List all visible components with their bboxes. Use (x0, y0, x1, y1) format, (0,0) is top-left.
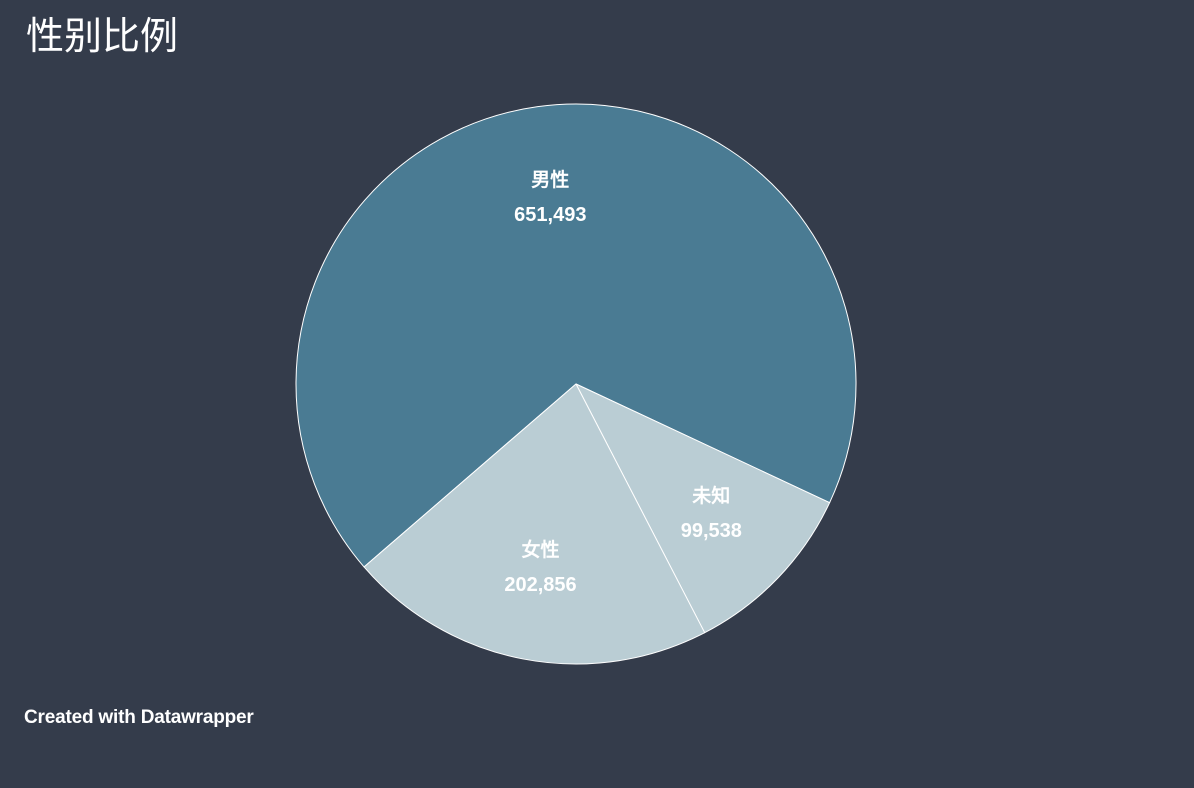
slice-label-unknown: 未知 (691, 484, 730, 507)
slice-label-female: 女性 (521, 538, 559, 561)
pie-slice-female (363, 383, 706, 665)
chart-title: 性别比例 (26, 14, 179, 58)
slice-value-female: 202,856 (504, 574, 576, 596)
pie-slice-male (295, 103, 857, 568)
credit-text: Created with Datawrapper (24, 707, 254, 728)
slice-value-unknown: 99,538 (681, 520, 742, 542)
pie-labels: 男性 651,493 未知 99,538 女性 202,856 (504, 168, 742, 596)
slice-value-male: 651,493 (514, 204, 586, 226)
pie-slices (295, 103, 857, 665)
slice-label-male: 男性 (531, 168, 569, 191)
pie-slice-unknown (575, 383, 831, 634)
